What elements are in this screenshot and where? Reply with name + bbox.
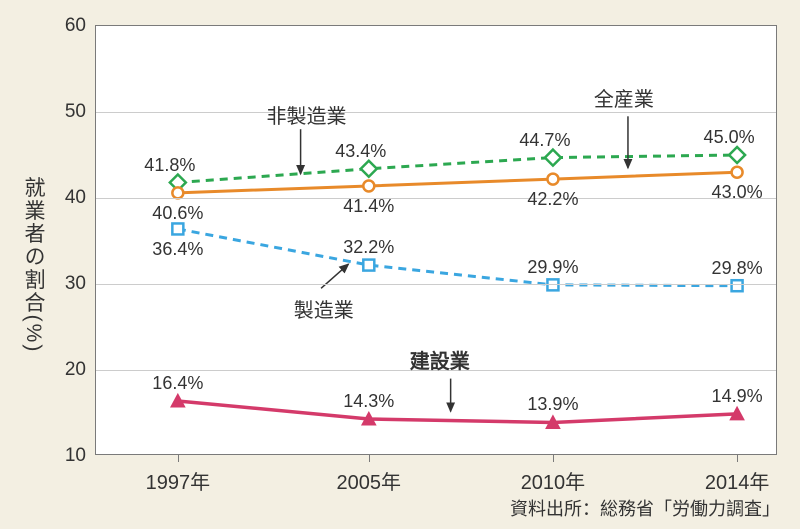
plot-area: 1020304050601997年2005年2010年2014年41.8%43.… [95,25,777,455]
chart-container: 10 20 30 40 50 60 1997年 2005年 2010年 2014年 41.8% 43.… [0,0,800,529]
data-label: 29.8% [712,258,763,279]
data-label: 36.4% [152,239,203,260]
data-label: 40.6% [152,203,203,224]
y-tick-label: 20 [65,359,96,381]
y-axis-title: 就業者の割合(%) [18,176,48,353]
legend-label-all_industries: 全産業 [594,83,654,112]
source-text: 資料出所：総務省「労働力調査」 [510,495,780,521]
x-tick-label: 2010年 [521,454,586,495]
y-tick-label: 60 [65,15,96,37]
data-label: 32.2% [343,237,394,258]
data-label: 13.9% [527,394,578,415]
legend-label-construction: 建設業 [410,345,470,374]
data-label: 44.7% [519,130,570,151]
data-label: 41.8% [144,155,195,176]
data-label: 42.2% [527,189,578,210]
x-tick-label: 2005年 [337,454,402,495]
data-label: 45.0% [704,127,755,148]
gridline [96,198,776,199]
data-label: 43.0% [712,182,763,203]
gridline [96,112,776,113]
data-label: 43.4% [335,141,386,162]
data-label: 16.4% [152,373,203,394]
legend-label-non_manufacturing: 非製造業 [267,100,347,129]
y-tick-label: 30 [65,273,96,295]
data-label: 41.4% [343,196,394,217]
gridline [96,284,776,285]
y-tick-label: 50 [65,101,96,123]
data-label: 29.9% [527,257,578,278]
x-tick-label: 1997年 [146,454,211,495]
y-tick-label: 10 [65,445,96,467]
data-label: 14.9% [712,386,763,407]
data-label: 14.3% [343,391,394,412]
legend-label-manufacturing: 製造業 [294,294,354,323]
x-tick-label: 2014年 [705,454,770,495]
y-tick-label: 40 [65,187,96,209]
